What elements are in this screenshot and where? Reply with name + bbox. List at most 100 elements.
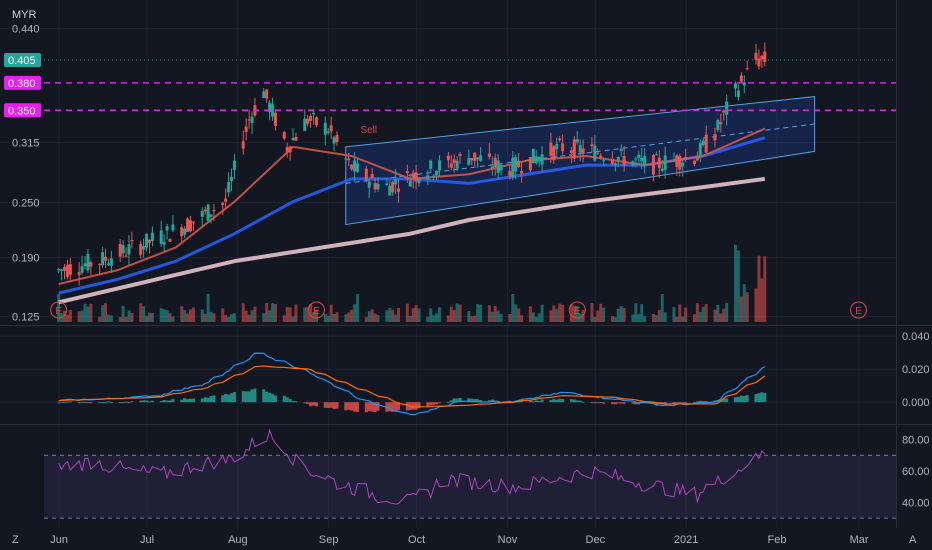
macd-histogram-bar bbox=[479, 400, 483, 403]
candle-body bbox=[613, 163, 617, 166]
macd-histogram-bar bbox=[212, 395, 216, 403]
volume-bar bbox=[206, 294, 210, 322]
volume-bar bbox=[306, 306, 310, 322]
candle-body bbox=[183, 228, 187, 235]
volume-bar bbox=[150, 313, 154, 322]
horizontal-levels[interactable]: 0.380 0.350 0.405 bbox=[4, 53, 896, 118]
macd-histogram-bar bbox=[323, 402, 327, 408]
candle-body bbox=[367, 181, 371, 188]
volume-bar bbox=[291, 316, 295, 322]
candle-body bbox=[241, 141, 245, 149]
x-tick-label: Mar bbox=[850, 534, 869, 546]
candle-body bbox=[230, 177, 234, 182]
macd-histogram-bar bbox=[370, 402, 374, 412]
volume-bar bbox=[739, 296, 743, 322]
volume-bar bbox=[405, 303, 409, 322]
macd-histogram-bar bbox=[221, 395, 225, 403]
macd-histogram-bar bbox=[675, 402, 679, 404]
candle-body bbox=[291, 137, 295, 140]
macd-histogram-bar bbox=[388, 402, 392, 412]
zoom-icon[interactable]: Z bbox=[12, 534, 19, 546]
volume-bar bbox=[247, 314, 251, 322]
macd-histogram-bar bbox=[303, 402, 307, 404]
volume-bar bbox=[183, 310, 187, 322]
candle-body bbox=[89, 262, 93, 267]
macd-histogram-bar bbox=[426, 402, 430, 408]
candle-body bbox=[561, 143, 565, 151]
macd-histogram-bar bbox=[596, 402, 600, 404]
price-pane[interactable]: Sell 0.380 0.350 0.405 E E E E bbox=[4, 42, 896, 322]
macd-histogram-bar bbox=[109, 402, 113, 404]
candle-body bbox=[549, 142, 553, 156]
macd-histogram-bar bbox=[631, 402, 635, 404]
candle-body bbox=[162, 241, 166, 245]
volume-bar bbox=[414, 305, 418, 322]
volume-bar bbox=[323, 313, 327, 322]
volume-bar bbox=[490, 311, 494, 322]
volume-bar bbox=[537, 313, 541, 322]
volume-bar bbox=[496, 310, 500, 322]
macd-histogram-bar bbox=[470, 398, 474, 403]
volume-bar bbox=[376, 315, 380, 322]
candle-body bbox=[517, 162, 521, 167]
macd-histogram-bar bbox=[118, 402, 122, 404]
candle-body bbox=[657, 157, 661, 168]
candle-body bbox=[212, 209, 216, 212]
volume-bar bbox=[643, 316, 647, 322]
candle-body bbox=[514, 157, 518, 172]
candle-body bbox=[273, 112, 277, 126]
macd-histogram-bar bbox=[247, 391, 251, 403]
candle-body bbox=[227, 182, 231, 193]
volume-bar bbox=[86, 306, 90, 322]
volume-bar bbox=[511, 294, 515, 322]
volume-bar bbox=[473, 315, 477, 322]
candle-body bbox=[98, 264, 102, 266]
volume-bar bbox=[622, 308, 626, 322]
volume-bar bbox=[139, 303, 143, 322]
candle-body bbox=[552, 146, 556, 161]
volume-bar bbox=[637, 313, 641, 322]
volume-bar bbox=[335, 312, 339, 322]
volume-bar bbox=[613, 317, 617, 322]
candle-body bbox=[426, 175, 430, 180]
macd-histogram-bar bbox=[191, 398, 195, 403]
volume-bar bbox=[736, 250, 740, 322]
candle-body bbox=[168, 239, 172, 242]
macd-histogram-bar bbox=[558, 398, 562, 403]
volume-bar bbox=[273, 304, 277, 322]
volume-bar bbox=[479, 304, 483, 322]
macd-histogram-bar bbox=[452, 398, 456, 403]
candle-body bbox=[142, 246, 146, 250]
candle-body bbox=[719, 122, 723, 125]
volume-bar bbox=[610, 316, 614, 322]
candle-body bbox=[458, 154, 462, 156]
macd-histogram-bar bbox=[757, 393, 761, 403]
volume-bar bbox=[684, 307, 688, 322]
x-tick-label: Jun bbox=[50, 534, 68, 546]
macd-histogram-bar bbox=[142, 400, 146, 403]
candle-body bbox=[306, 118, 310, 124]
candle-body bbox=[596, 152, 600, 154]
macd-histogram-bar bbox=[68, 401, 72, 403]
macd-histogram-bar bbox=[517, 401, 521, 403]
candle-body bbox=[191, 221, 195, 223]
volume-bar bbox=[124, 316, 128, 322]
volume-bar bbox=[681, 316, 685, 322]
macd-histogram-bar bbox=[203, 397, 207, 403]
macd-histogram-bar bbox=[127, 402, 131, 404]
volume-bar bbox=[265, 302, 269, 322]
rsi-tick-label: 60.00 bbox=[902, 466, 930, 478]
auto-scale-icon[interactable]: A bbox=[909, 534, 917, 546]
macd-histogram-bar bbox=[121, 402, 125, 404]
macd-histogram-bar bbox=[367, 402, 371, 412]
candle-body bbox=[572, 139, 576, 159]
macd-pane[interactable] bbox=[57, 352, 767, 416]
macd-histogram-bar bbox=[528, 400, 532, 403]
macd-histogram-bar bbox=[63, 401, 67, 403]
volume-bar bbox=[722, 308, 726, 322]
candle-body bbox=[725, 101, 729, 115]
volume-bar bbox=[575, 306, 579, 322]
rsi-pane[interactable] bbox=[44, 428, 896, 519]
